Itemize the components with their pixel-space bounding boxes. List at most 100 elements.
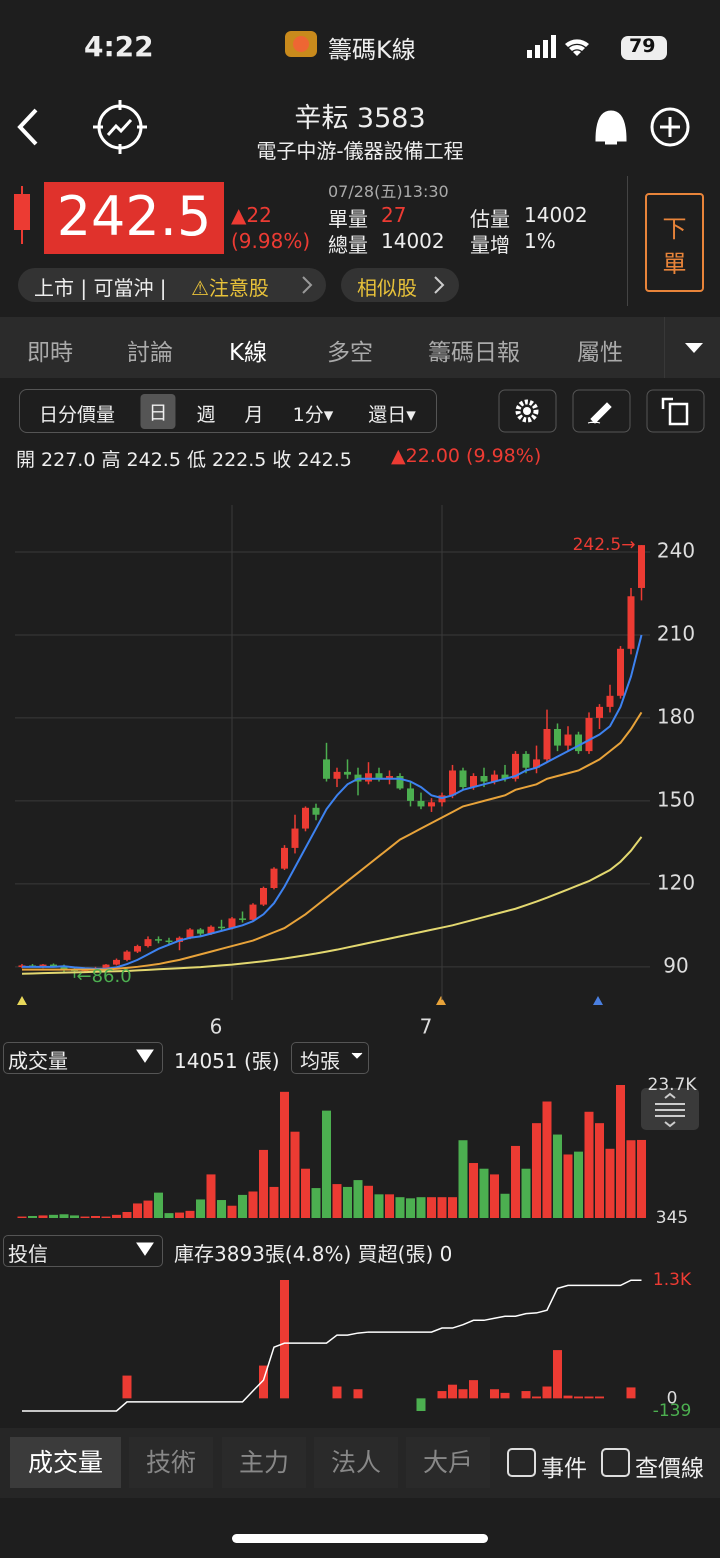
candle-body — [396, 776, 404, 789]
bar — [322, 1110, 331, 1218]
bottom-tab[interactable]: 法人 — [314, 1437, 398, 1488]
bar — [437, 1391, 447, 1399]
bottom-tab[interactable]: 大戶 — [406, 1437, 490, 1488]
checkbox[interactable] — [505, 1445, 545, 1481]
candle-body — [543, 728, 551, 760]
bar — [248, 1191, 258, 1218]
candle-body — [606, 695, 614, 707]
candle-body — [386, 776, 393, 779]
tab[interactable]: 討論 — [127, 340, 173, 366]
trust-selector[interactable] — [3, 1235, 163, 1267]
candle-body — [291, 828, 299, 848]
bar — [280, 1091, 289, 1218]
order-char: 下 — [662, 215, 687, 243]
period-button[interactable]: 日分價量 — [38, 404, 116, 426]
bar — [563, 1395, 573, 1399]
candle-body — [323, 759, 330, 779]
bar — [532, 1396, 541, 1399]
period-group — [19, 389, 437, 433]
bar — [364, 1185, 373, 1218]
candle-body — [585, 717, 593, 752]
add-button[interactable] — [650, 107, 690, 147]
battery: 79 — [629, 35, 656, 57]
stock-sector: 電子中游-儀器設備工程 — [256, 139, 464, 163]
bottom-tab[interactable]: 技術 — [129, 1437, 213, 1488]
bar — [427, 1197, 436, 1218]
candle-body — [564, 734, 572, 746]
check-label: 查價線 — [635, 1456, 704, 1482]
field-value: 14002 — [524, 203, 588, 227]
home-indicator — [232, 1534, 488, 1543]
volume-selector[interactable] — [3, 1042, 163, 1074]
candle-body — [186, 929, 194, 938]
bar — [458, 1140, 468, 1218]
price: 242.5 — [44, 182, 224, 254]
y-tick-label: 210 — [657, 621, 695, 645]
period-button[interactable]: 1分▾ — [292, 404, 334, 426]
candle-body — [617, 648, 624, 696]
alert-button[interactable] — [595, 110, 627, 145]
bar — [595, 1123, 604, 1218]
bottom-tab[interactable]: 成交量 — [10, 1437, 121, 1488]
min-annotation: ←86.0 — [77, 966, 132, 987]
similar-tag: 相似股 — [357, 276, 417, 300]
tab[interactable]: K線 — [228, 340, 268, 366]
x-tick-label: 7 — [420, 1015, 433, 1039]
moving-average — [21, 836, 643, 975]
nav-icons — [17, 100, 690, 154]
bar — [406, 1198, 415, 1218]
bar — [637, 1139, 646, 1218]
bar — [416, 1398, 426, 1411]
period-button[interactable]: 週 — [196, 404, 216, 426]
order-char: 單 — [662, 250, 687, 278]
order-button[interactable]: 下單 — [645, 193, 704, 292]
ohlc-change: ▲22.00 (9.98%) — [391, 445, 542, 467]
candle-body — [302, 807, 309, 829]
tab[interactable]: 即時 — [27, 340, 73, 366]
checkbox[interactable] — [599, 1445, 639, 1481]
tab[interactable]: 籌碼日報 — [428, 340, 520, 366]
period-button[interactable]: 日 — [140, 394, 176, 429]
bar — [626, 1140, 636, 1218]
candle-body — [50, 964, 57, 967]
period-button[interactable]: 月 — [244, 404, 264, 426]
tag-pill[interactable] — [18, 268, 326, 302]
tab-more[interactable] — [664, 317, 720, 378]
bar — [80, 1216, 90, 1218]
bar — [217, 1200, 226, 1218]
bar — [469, 1380, 478, 1399]
bar — [448, 1384, 457, 1399]
period-button[interactable]: 還日▾ — [368, 404, 416, 426]
bottom-tab[interactable]: 主力 — [222, 1437, 306, 1488]
bar — [343, 1186, 352, 1218]
candle-body — [60, 966, 68, 970]
candle-body — [197, 929, 204, 934]
y-tick-label: 120 — [657, 870, 695, 894]
candle-body — [554, 728, 561, 746]
tag-text: 上市 | 可當沖 | — [34, 276, 167, 300]
back-button[interactable] — [17, 108, 38, 146]
bar — [154, 1192, 163, 1218]
bar — [616, 1085, 625, 1218]
y-tick-label: 1.3K — [653, 1270, 692, 1290]
bar — [332, 1386, 342, 1399]
bar — [448, 1197, 457, 1218]
mode-selector[interactable] — [291, 1042, 369, 1074]
bar — [269, 1186, 279, 1218]
bar — [500, 1392, 510, 1399]
similar-pill[interactable] — [341, 268, 459, 302]
candle-body — [239, 918, 246, 920]
trust-info: 庫存3893張(4.8%) 買超(張) 0 — [174, 1242, 453, 1266]
bar — [28, 1215, 37, 1218]
bar — [490, 1389, 499, 1399]
stock-title: 辛耘 3583 — [294, 103, 426, 134]
bar — [164, 1213, 174, 1218]
volume-value: 14051 (張) — [174, 1049, 280, 1073]
tab[interactable]: 屬性 — [577, 340, 623, 366]
status-icons — [527, 35, 667, 60]
change: ▲22 — [231, 203, 272, 227]
tab[interactable]: 多空 — [327, 340, 373, 366]
candle-body — [501, 774, 509, 779]
candle-body — [596, 706, 603, 718]
candle-body — [260, 888, 267, 905]
